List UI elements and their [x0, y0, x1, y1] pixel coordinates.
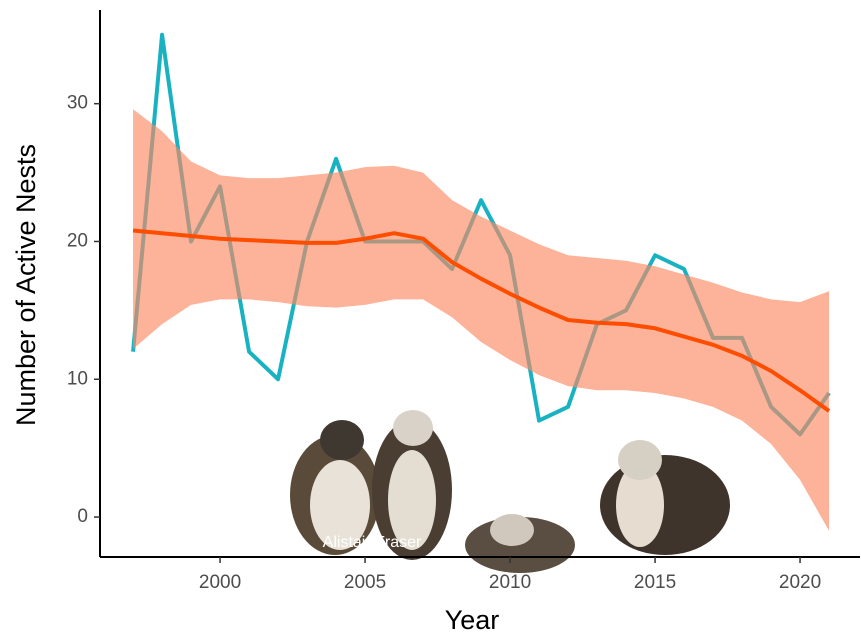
y-tick-label: 0 — [77, 506, 88, 527]
x-axis-title: Year — [445, 605, 500, 635]
x-tick-label: 2000 — [199, 572, 241, 593]
x-tick-label: 2020 — [779, 572, 821, 593]
x-tick-label: 2010 — [489, 572, 531, 593]
image-credit: Alistair Fraser — [323, 534, 422, 551]
y-tick-label: 10 — [67, 368, 88, 389]
bird-photo — [290, 410, 730, 573]
x-tick-label: 2015 — [634, 572, 676, 593]
confidence-band — [133, 109, 830, 531]
y-tick-label: 30 — [67, 93, 88, 114]
x-tick-label: 2005 — [344, 572, 386, 593]
y-tick-label: 20 — [67, 230, 88, 251]
trend-line — [132, 228, 831, 413]
y-axis-title: Number of Active Nests — [11, 144, 41, 426]
